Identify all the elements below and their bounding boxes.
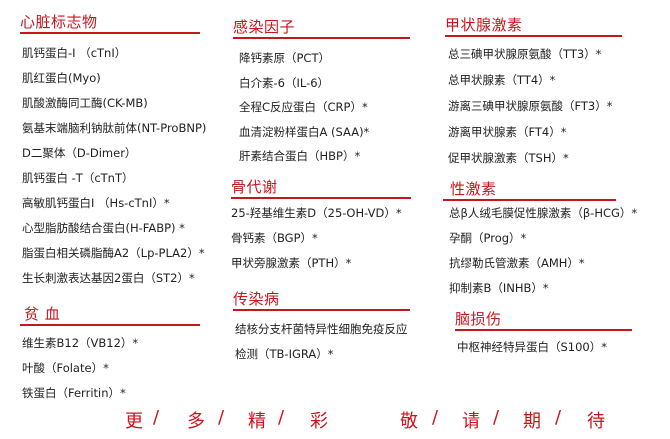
list-item: 骨钙素（BGP）* [231, 231, 318, 245]
item-list: 总β人绒毛膜促性腺激素（β-HCG）* 孕酮（Prog）* 抗缪勒氏管激素（AMH）… [449, 201, 638, 301]
item-list: 总三碘甲状腺原氨酸（TT3）* 总甲状腺素（TT4）* 游离三碘甲状腺原氨酸（FT3… [448, 41, 622, 171]
footer-char: 精 [248, 411, 266, 432]
section-sex-hormones: 性激素总β人绒毛膜促性腺激素（β-HCG）* 孕酮（Prog）* 抗缪勒氏管激素（A… [443, 180, 638, 301]
list-item: 肌红蛋白(Myo) [22, 71, 101, 85]
list-item: 维生素B12（VB12）* [22, 336, 139, 350]
list-item: D二聚体（D-Dimer） [22, 146, 137, 160]
list-item: 心型脂肪酸结合蛋白(H-FABP) * [22, 221, 185, 235]
section-title: 感染因子 [233, 18, 410, 39]
section-infection-factors: 感染因子降钙素原（PCT） 白介素-6（IL-6） 全程C反应蛋白（CRP）* 血清淀… [233, 18, 410, 169]
list-item: 孕酮（Prog）* [449, 231, 527, 245]
footer-separator: / [218, 407, 225, 428]
list-item: 结核分支杆菌特异性细胞免疫反应 [235, 322, 408, 336]
footer-char: 请 [462, 411, 480, 432]
list-item: 降钙素原（PCT） [239, 51, 330, 65]
item-list: 肌钙蛋白-I （cTnI） 肌红蛋白(Myo) 肌酸激酶同工酶(CK-MB) 氨基末端… [22, 41, 207, 291]
section-title: 甲状腺激素 [445, 16, 622, 37]
list-item: 全程C反应蛋白（CRP）* [239, 100, 368, 115]
item-list: 降钙素原（PCT） 白介素-6（IL-6） 全程C反应蛋白（CRP）* 血清淀粉样蛋白… [239, 46, 410, 169]
list-item: 血清淀粉样蛋白A (SAA)* [239, 124, 370, 139]
footer-separator: / [153, 407, 160, 428]
list-item: 氨基末端脑利钠肽前体(NT-ProBNP) [22, 121, 207, 135]
section-cardiac-markers: 心脏标志物肌钙蛋白-I （cTnI） 肌红蛋白(Myo) 肌酸激酶同工酶(CK-MB… [20, 13, 207, 291]
section-infectious-disease: 传染病结核分支杆菌特异性细胞免疫反应 检测（TB-IGRA）* [233, 290, 410, 367]
list-item: 铁蛋白（Ferritin）* [22, 386, 126, 400]
item-list: 25-羟基维生素D（25-OH-VD）* 骨钙素（BGP）* 甲状旁腺激素（PTH）… [231, 201, 411, 276]
section-title: 传染病 [233, 290, 410, 311]
footer-char: 彩 [310, 411, 328, 432]
list-item: 肌钙蛋白-I （cTnI） [22, 46, 127, 60]
list-item: 脂蛋白相关磷脂酶A2（Lp-PLA2）* [22, 246, 205, 260]
list-item: 肝素结合蛋白（HBP）* [239, 149, 361, 164]
list-item: 检测（TB-IGRA）* [235, 347, 334, 361]
footer-char: 敬 [400, 411, 418, 432]
list-item: 中枢神经特异蛋白（S100）* [457, 340, 607, 354]
item-list: 维生素B12（VB12）* 叶酸（Folate）* 铁蛋白（Ferritin）* [22, 331, 200, 406]
section-bone-metabolism: 骨代谢 25-羟基维生素D（25-OH-VD）* 骨钙素（BGP）* 甲状旁腺激素（P… [231, 178, 411, 276]
footer-separator: / [278, 407, 285, 428]
list-item: 促甲状腺激素（TSH）* [448, 151, 569, 165]
section-title: 心脏标志物 [20, 13, 200, 34]
footer-char: 待 [587, 411, 605, 432]
section-title: 性激素 [443, 180, 616, 201]
footer-char: 更 [125, 411, 143, 432]
footer-slogan: 更 / 多 / 精 / 彩 敬 / 请 / 期 / 待 [115, 407, 615, 433]
list-item: 游离甲状腺素（FT4）* [448, 125, 567, 139]
section-title: 脑损伤 [455, 310, 632, 331]
footer-char: 多 [187, 411, 205, 432]
list-item: 总β人绒毛膜促性腺激素（β-HCG）* [449, 206, 638, 220]
list-item: 抑制素B（INHB）* [449, 281, 549, 295]
list-item: 总甲状腺素（TT4）* [448, 73, 556, 87]
list-item: 叶酸（Folate）* [22, 361, 109, 375]
list-item: 生长刺激表达基因2蛋白（ST2）* [22, 271, 195, 285]
list-item: 总三碘甲状腺原氨酸（TT3）* [448, 47, 602, 61]
section-thyroid-hormones: 甲状腺激素总三碘甲状腺原氨酸（TT3）* 总甲状腺素（TT4）* 游离三碘甲状腺原氨… [445, 16, 622, 171]
footer-separator: / [493, 407, 500, 428]
list-item: 肌酸激酶同工酶(CK-MB) [22, 96, 148, 110]
list-item: 甲状旁腺激素（PTH）* [231, 256, 352, 270]
item-list: 中枢神经特异蛋白（S100）* [457, 335, 632, 360]
section-brain-injury: 脑损伤中枢神经特异蛋白（S100）* [455, 310, 632, 360]
list-item: 抗缪勒氏管激素（AMH）* [449, 256, 585, 270]
item-list: 结核分支杆菌特异性细胞免疫反应 检测（TB-IGRA）* [235, 317, 410, 367]
list-item: 肌钙蛋白 -T（cTnT） [22, 171, 134, 185]
section-anemia: 贫 血维生素B12（VB12）* 叶酸（Folate）* 铁蛋白（Ferritin）… [20, 305, 200, 406]
list-item: 游离三碘甲状腺原氨酸（FT3）* [448, 99, 613, 113]
footer-separator: / [555, 407, 562, 428]
list-item: 白介素-6（IL-6） [239, 75, 330, 90]
list-item: 25-羟基维生素D（25-OH-VD）* [231, 206, 402, 220]
list-item: 高敏肌钙蛋白I （Hs-cTnI）* [22, 196, 170, 210]
section-title: 贫 血 [20, 305, 200, 326]
footer-char: 期 [523, 411, 541, 432]
section-title: 骨代谢 [231, 178, 411, 199]
footer-separator: / [432, 407, 439, 428]
